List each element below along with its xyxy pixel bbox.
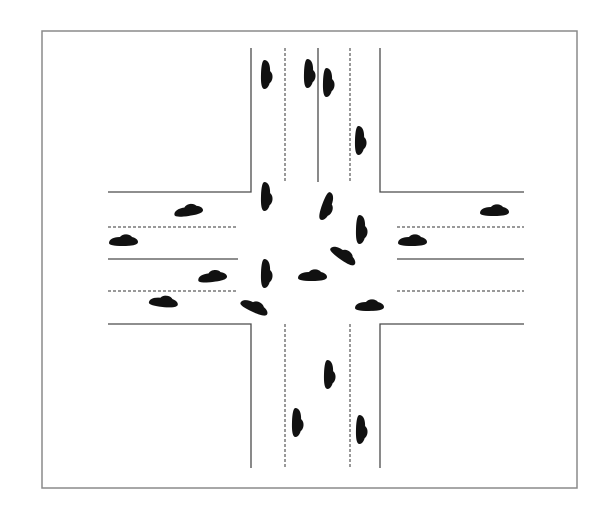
vehicle-body (260, 181, 273, 211)
lane-dividers (108, 48, 524, 468)
vehicle-body (148, 295, 178, 308)
vehicle-c-3 (355, 214, 368, 244)
vehicle-body (330, 246, 356, 266)
vehicle-body (198, 270, 228, 283)
vehicle-body (260, 258, 273, 288)
vehicle-body (354, 125, 367, 155)
vehicle-e-1 (480, 204, 509, 216)
vehicle-n-out-1 (354, 125, 367, 155)
vehicle-body (109, 234, 138, 246)
south-arm-right-edge (379, 323, 524, 468)
vehicle-c-5 (260, 258, 273, 288)
north-arm-left-edge (108, 48, 252, 193)
vehicle-body (398, 234, 427, 246)
south-arm-left-edge (108, 323, 252, 468)
vehicle-n-in-1 (260, 59, 273, 89)
vehicle-body (319, 192, 334, 220)
vehicle-c-1 (260, 181, 273, 211)
vehicle-c-6 (298, 269, 327, 281)
vehicle-body (291, 407, 304, 437)
vehicle-body (298, 269, 327, 281)
vehicle-w-1 (174, 203, 203, 217)
vehicle-w-2 (109, 234, 138, 246)
vehicle-n-in-2 (303, 58, 316, 88)
vehicle-c-4 (330, 246, 356, 266)
vehicle-body (355, 214, 368, 244)
vehicle-s-3 (355, 414, 368, 444)
vehicle-body (240, 300, 268, 316)
vehicle-body (303, 58, 316, 88)
vehicles (109, 58, 509, 444)
vehicle-body (322, 67, 335, 97)
vehicle-body (174, 203, 203, 217)
vehicle-body (355, 414, 368, 444)
vehicle-body (323, 359, 336, 389)
vehicle-c-8 (355, 299, 384, 311)
vehicle-c-7 (240, 300, 268, 316)
vehicle-n-in-3 (322, 67, 335, 97)
vehicle-body (260, 59, 273, 89)
vehicle-w-3 (198, 270, 228, 283)
vehicle-c-2 (319, 192, 334, 220)
vehicle-body (355, 299, 384, 311)
vehicle-body (480, 204, 509, 216)
vehicle-w-4 (148, 295, 178, 308)
vehicle-e-2 (398, 234, 427, 246)
vehicle-s-1 (323, 359, 336, 389)
road-edges (108, 48, 524, 468)
vehicle-s-2 (291, 407, 304, 437)
north-arm-right-edge (379, 48, 524, 193)
